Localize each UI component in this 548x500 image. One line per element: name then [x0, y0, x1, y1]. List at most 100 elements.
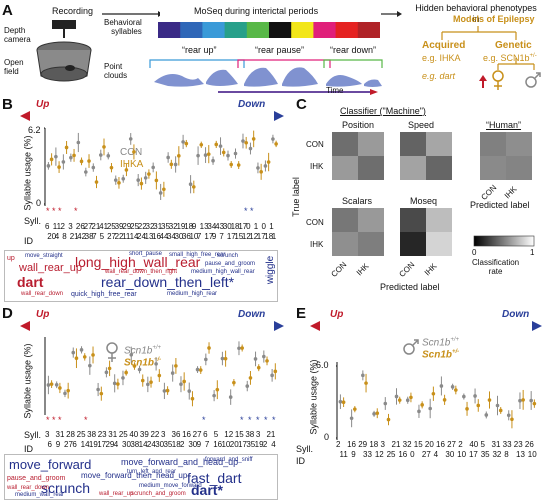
syllable-id: 17: [468, 450, 478, 459]
data-point: [128, 137, 133, 141]
syllable-id: 17: [256, 232, 266, 241]
true-label: True label: [290, 177, 301, 217]
data-point: [226, 153, 230, 158]
con-label: CON: [306, 140, 324, 149]
syllable-bar: [158, 22, 380, 38]
syllable-id: 27: [107, 232, 117, 241]
syllable-id: 43: [215, 222, 225, 231]
up-label-e: Up: [330, 309, 344, 320]
syllable-id: 38: [130, 440, 140, 449]
data-point: [265, 359, 269, 363]
data-point: [113, 178, 118, 182]
data-point: [54, 382, 59, 387]
cloud-word: up: [7, 255, 15, 262]
data-point: [91, 165, 96, 170]
data-point: [137, 367, 142, 372]
models-of-epilepsy: Models of Epilepsy: [453, 14, 535, 24]
data-point: [236, 163, 241, 167]
syllable-id: 17: [238, 222, 248, 231]
cloud-word: turn_left_and_rear: [127, 469, 177, 475]
syllable-segment: [269, 22, 292, 38]
syllable-id: 24: [146, 440, 156, 449]
word-cloud-d: move_forward move_forward_and_head_up fa…: [4, 454, 278, 500]
down-label-b: Down: [238, 99, 266, 110]
data-point: [266, 160, 271, 164]
plot-e: [336, 362, 537, 440]
syllable-id: 15: [234, 232, 244, 241]
data-point: [124, 168, 129, 172]
up-label-d: Up: [36, 309, 50, 320]
data-point: [121, 376, 125, 380]
data-point: [158, 191, 163, 195]
data-point: [82, 355, 87, 359]
moseq-title: MoSeq during interictal periods: [194, 6, 319, 16]
syllable-id: 35: [161, 222, 170, 231]
data-point: [228, 395, 233, 399]
legend-scn-het-sup-e: +/-: [452, 349, 460, 355]
classification-rate-label: Classification rate: [472, 258, 520, 276]
syllable-id: 15: [234, 430, 244, 439]
syllable-id: 18: [264, 232, 274, 241]
syllable-id: 4: [433, 450, 439, 459]
data-point: [177, 154, 181, 158]
data-point: [46, 383, 51, 387]
cloud-word: move_forward_and_head_up: [121, 457, 239, 467]
syllable-id: 22: [137, 222, 147, 231]
data-point: [87, 159, 91, 163]
acquired-label: Acquired: [422, 40, 466, 51]
syllable-id: 10: [527, 450, 537, 459]
data-point: [112, 381, 117, 386]
data-point: [232, 380, 236, 385]
data-point: [203, 153, 208, 157]
panel-b-label: B: [2, 96, 13, 113]
syllable-id: 6: [72, 440, 77, 449]
significance-star: *: [244, 206, 248, 216]
syllable-segment: [335, 22, 359, 38]
data-point: [506, 413, 511, 418]
syllable-id: 1: [271, 232, 277, 241]
data-point: [132, 150, 136, 154]
syllable-id: 3: [380, 440, 385, 449]
data-point: [417, 409, 421, 414]
significance-star: *: [250, 206, 254, 216]
data-point: [338, 399, 343, 404]
syllable-id: 19: [254, 440, 264, 449]
data-point: [394, 394, 399, 399]
syllable-id: 36: [181, 232, 191, 241]
data-point: [428, 406, 432, 411]
syllable-id: 9: [191, 222, 197, 231]
cloud-word: quick_high_free_rear: [71, 291, 137, 298]
syllable-id: 42: [77, 232, 87, 241]
data-point: [140, 378, 145, 383]
legend-scn-wt-sup-e: +/+: [450, 337, 460, 343]
data-point: [199, 143, 204, 147]
eg-ihka-label: e.g. IHKA: [422, 53, 461, 63]
syllable-id: 40: [469, 440, 479, 449]
significance-star: *: [256, 415, 260, 425]
data-point: [442, 398, 447, 402]
syllable-segment: [291, 22, 314, 38]
syllable-id: 21: [91, 222, 101, 231]
data-point: [61, 160, 66, 164]
data-point: [157, 373, 162, 378]
data-point: [69, 155, 73, 160]
syllable-id: 38: [245, 430, 255, 439]
down-label-d: Down: [238, 309, 266, 320]
legend-con: CON: [120, 147, 143, 158]
syllable-ids-e: 2 16 29 18 3 21 32 15 20 16 27 2 40 5 31 33 23 26 11 9 33 12 2…: [336, 440, 546, 470]
syllable-segment: [202, 22, 226, 38]
syllable-id: 7: [219, 232, 224, 241]
data-point: [397, 398, 402, 402]
syllable-id: 16: [398, 450, 408, 459]
syllable-id: 0: [410, 450, 415, 459]
ihk-label: IHK: [310, 240, 324, 249]
syllable-id: 17: [97, 440, 107, 449]
syllable-id: 5: [99, 232, 105, 241]
time-label: Time: [326, 86, 344, 95]
syllable-id: 36: [171, 430, 181, 439]
data-point: [188, 182, 193, 187]
syllable-segment: [357, 22, 380, 38]
data-point: [207, 346, 211, 350]
data-point: [174, 364, 178, 368]
